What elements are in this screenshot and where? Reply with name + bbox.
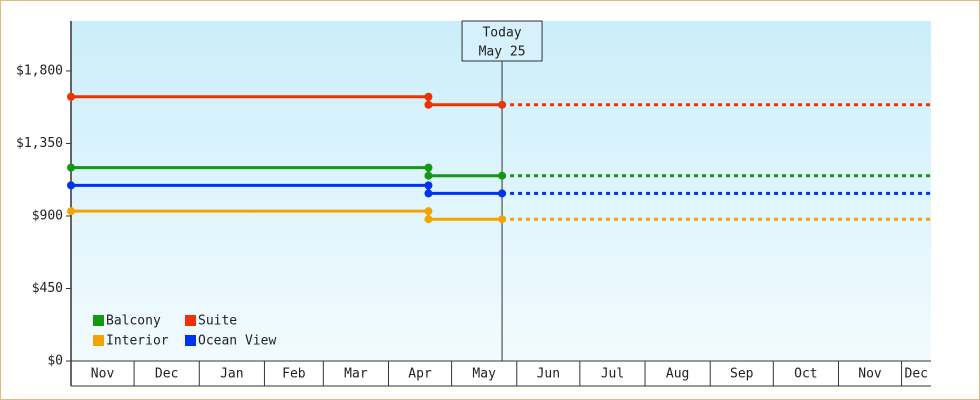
point: [498, 171, 507, 180]
point: [424, 92, 433, 101]
legend-label: Suite: [198, 314, 237, 329]
point: [424, 207, 433, 216]
legend-swatch: [185, 335, 196, 346]
x-tick-label: Dec: [155, 367, 178, 382]
today-date: May 25: [479, 45, 526, 60]
today-box: [461, 20, 543, 62]
x-tick-label: Jun: [537, 367, 560, 382]
y-tick-label: $0: [47, 354, 63, 369]
point: [424, 171, 433, 180]
series-line: [71, 166, 503, 178]
point: [498, 100, 507, 109]
y-tick-label: $900: [32, 208, 63, 223]
x-tick-label: Feb: [282, 367, 306, 382]
legend-label: Ocean View: [198, 334, 276, 349]
series-line: [71, 183, 503, 195]
series-line: [71, 95, 503, 107]
y-tick-label: $450: [32, 281, 63, 296]
point: [498, 189, 507, 198]
x-tick-label: Apr: [408, 367, 432, 382]
point: [67, 92, 75, 101]
legend-swatch: [93, 335, 104, 346]
x-tick-label: Sep: [730, 367, 754, 382]
legend-swatch: [185, 315, 196, 326]
x-tick-label: Mar: [344, 367, 368, 382]
y-tick-label: $1,350: [16, 136, 63, 151]
point: [498, 215, 507, 224]
legend-label: Balcony: [106, 314, 161, 329]
x-tick-label: May: [472, 367, 496, 382]
x-tick-label: Nov: [858, 367, 882, 382]
point: [424, 100, 433, 109]
point: [67, 163, 75, 172]
legend-swatch: [93, 315, 104, 326]
x-tick-label: Dec: [905, 367, 928, 382]
point: [424, 189, 433, 198]
today-label: Today: [482, 26, 521, 41]
point: [67, 181, 75, 190]
x-tick-label: Jan: [220, 367, 243, 382]
y-tick-label: $1,800: [16, 63, 63, 78]
point: [67, 207, 75, 216]
point: [424, 215, 433, 224]
series-line: [71, 209, 503, 221]
x-tick-label: Aug: [666, 367, 689, 382]
legend-label: Interior: [106, 334, 169, 349]
point: [424, 163, 433, 172]
x-tick-label: Oct: [794, 367, 817, 382]
point: [424, 181, 433, 190]
x-tick-label: Nov: [91, 367, 115, 382]
x-tick-label: Jul: [601, 367, 624, 382]
